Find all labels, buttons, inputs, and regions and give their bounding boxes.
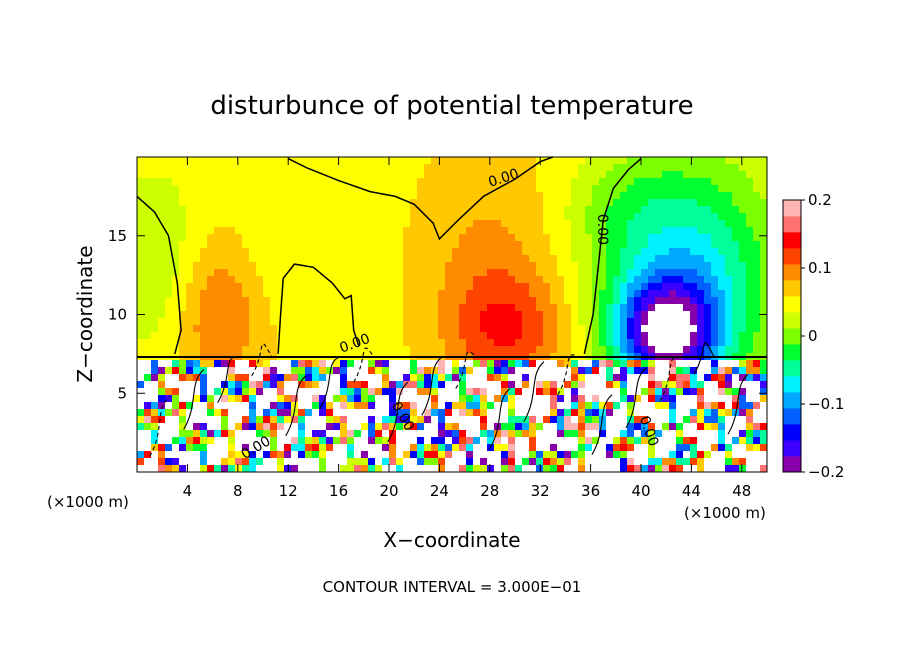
contour-line [421, 356, 443, 416]
contour-line [523, 361, 545, 422]
x-tick-label: 28 [480, 482, 499, 500]
contour-line [489, 388, 511, 449]
contour-line [625, 367, 647, 429]
contour-line [149, 395, 171, 457]
contour-lines [136, 156, 767, 457]
y-tick-label: 15 [108, 227, 127, 245]
x-axis-label: X−coordinate [383, 528, 520, 552]
contour-line [285, 375, 307, 437]
contour-line [251, 343, 273, 377]
colorbar: 0.2 0.1 0 −0.1 −0.2 [782, 191, 844, 481]
colorbar-swatch [783, 264, 801, 281]
x-tick-label: 24 [430, 482, 449, 500]
plot-area: 0.000.000.000.000.00 0.00 [136, 156, 768, 473]
contour-line [557, 354, 579, 396]
contour-line [287, 156, 554, 241]
colorbar-tick-label: −0.1 [808, 395, 844, 413]
colorbar-swatch [783, 376, 801, 393]
x-tick-label: 16 [329, 482, 348, 500]
heatmap-field [137, 157, 768, 473]
colorbar-swatch [783, 200, 801, 217]
colorbar-swatch [783, 312, 801, 329]
colorbar-swatch [783, 232, 801, 249]
y-axis-label: Z−coordinate [73, 245, 97, 382]
x-tick-label: 32 [531, 482, 550, 500]
colorbar-swatch [783, 440, 801, 457]
contour-line [591, 394, 613, 455]
x-tick-label: 44 [682, 482, 701, 500]
contour-line [353, 347, 375, 383]
colorbar-swatch [783, 424, 801, 441]
x-unit-left: (×1000 m) [47, 493, 129, 511]
x-tick-label: 48 [732, 482, 751, 500]
x-unit-right: (×1000 m) [684, 504, 766, 522]
colorbar-tick-label: 0 [808, 327, 818, 345]
contour-line [727, 373, 749, 435]
x-tick-label: 40 [631, 482, 650, 500]
x-tick-label: 4 [183, 482, 193, 500]
contour-line [183, 369, 205, 430]
colorbar-swatch [783, 360, 801, 377]
colorbar-tick-label: 0.2 [808, 191, 832, 209]
colorbar-swatch [783, 456, 801, 473]
y-axis-ticks: 5 10 15 [108, 227, 767, 402]
chart-title: disturbunce of potential temperature [210, 91, 693, 121]
x-tick-label: 36 [581, 482, 600, 500]
x-tick-label: 20 [379, 482, 398, 500]
x-tick-label: 8 [233, 482, 243, 500]
colorbar-tick-label: 0.1 [808, 259, 832, 277]
x-axis-ticks: 4 8 12 16 20 24 28 32 36 40 44 48 [183, 157, 751, 500]
contour-line [583, 158, 642, 355]
colorbar-swatch [783, 248, 801, 265]
colorbar-swatch [783, 296, 801, 313]
y-tick-label: 10 [108, 306, 127, 324]
contour-line [387, 381, 409, 443]
contour-label: 0.00 [594, 214, 610, 245]
contour-line [136, 195, 182, 355]
colorbar-swatch [783, 328, 801, 345]
contour-line [455, 351, 477, 389]
colorbar-swatch [783, 280, 801, 297]
colorbar-swatch [783, 392, 801, 409]
colorbar-swatch [783, 344, 801, 361]
colorbar-swatch [783, 216, 801, 233]
colorbar-swatch [783, 408, 801, 425]
contour-interval-footer: CONTOUR INTERVAL = 3.000E−01 [323, 578, 582, 596]
x-tick-label: 12 [279, 482, 298, 500]
y-tick-label: 5 [117, 384, 127, 402]
colorbar-tick-label: −0.2 [808, 463, 844, 481]
contour-line [693, 342, 715, 375]
contour-line [277, 263, 360, 354]
contour-line [319, 356, 341, 410]
